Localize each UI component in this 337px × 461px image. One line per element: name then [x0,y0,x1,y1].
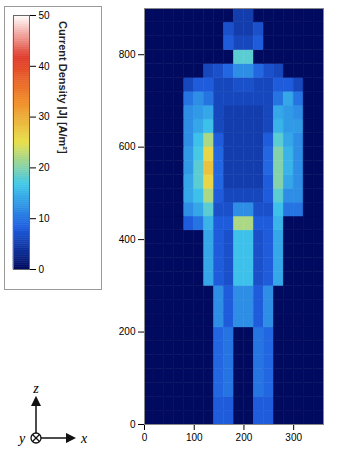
svg-text:50: 50 [39,10,51,21]
svg-text:y: y [17,431,26,446]
svg-text:200: 200 [236,432,253,443]
svg-text:z: z [32,381,39,396]
svg-text:100: 100 [186,432,203,443]
svg-text:800: 800 [119,49,136,60]
svg-text:30: 30 [39,111,51,122]
svg-text:600: 600 [119,141,136,152]
svg-text:40: 40 [39,61,51,72]
svg-text:0: 0 [39,264,45,275]
svg-text:0: 0 [130,419,136,430]
svg-text:300: 300 [285,432,302,443]
svg-text:20: 20 [39,162,51,173]
svg-text:10: 10 [39,213,51,224]
html-text:Current Density |J| [A/m²]: Current Density |J| [A/m²] [57,21,69,154]
svg-text:0: 0 [142,432,148,443]
svg-text:x: x [80,431,88,446]
svg-text:200: 200 [119,326,136,337]
svg-text:400: 400 [119,234,136,245]
